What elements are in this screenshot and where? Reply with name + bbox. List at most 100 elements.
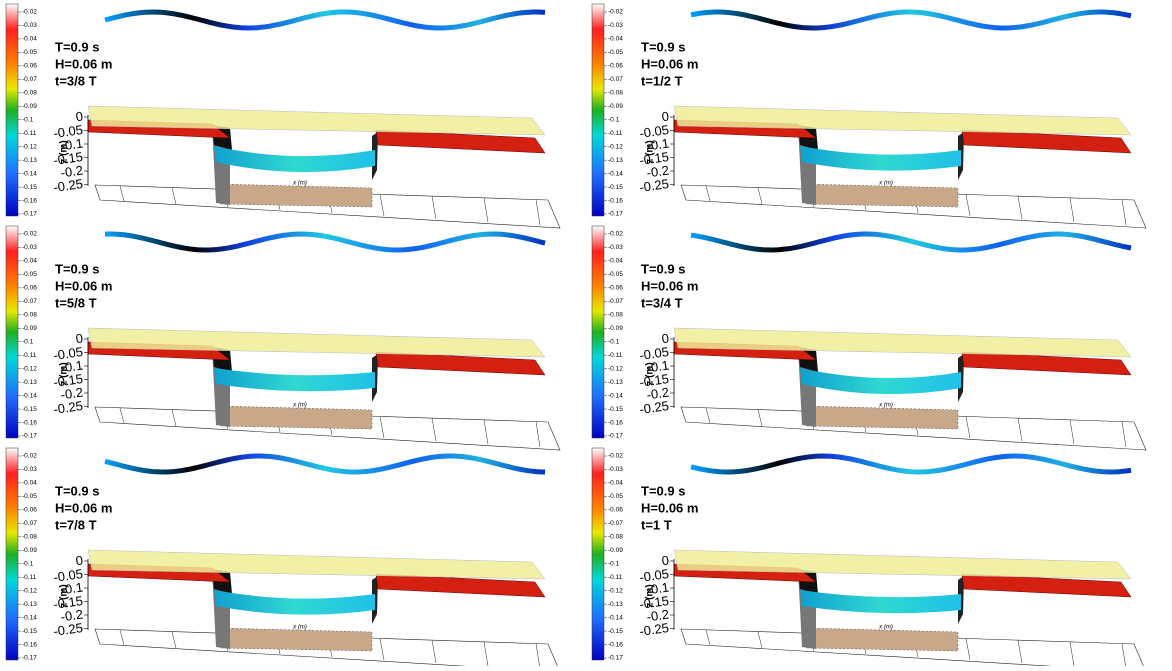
z-tick-label: -0.05 bbox=[638, 122, 669, 141]
ground bbox=[94, 628, 560, 671]
wave-profile bbox=[690, 453, 1132, 475]
colorbar-tick-label: -0.09 bbox=[608, 103, 623, 110]
grid-line bbox=[379, 638, 385, 661]
colorbar-tick-label: -0.05 bbox=[608, 271, 623, 278]
colorbar bbox=[5, 3, 19, 217]
colorbar-tick-label: -0.14 bbox=[22, 170, 37, 177]
grid-line bbox=[535, 643, 541, 670]
wave-profile bbox=[690, 231, 1132, 253]
trench-bottom bbox=[805, 183, 959, 208]
colorbar-tick-label: -0.08 bbox=[22, 312, 37, 319]
info-text: T=0.9 s bbox=[641, 483, 685, 498]
ground bbox=[94, 184, 561, 229]
colorbar-tick-label: -0.13 bbox=[608, 601, 623, 608]
colorbar-tick-label: -0.15 bbox=[608, 406, 623, 413]
right-slab bbox=[375, 129, 546, 154]
grid-line bbox=[171, 409, 177, 427]
ground bbox=[94, 406, 561, 451]
z-tick-label: -0.05 bbox=[638, 566, 669, 585]
z-tick-label: -0.15 bbox=[52, 149, 83, 168]
grid-line bbox=[483, 197, 489, 223]
colorbar-tick-label: -0.03 bbox=[22, 466, 37, 473]
colorbar-tick-label: -0.1 bbox=[608, 116, 620, 123]
colorbar-tick-label: -0.13 bbox=[22, 379, 37, 386]
z-tick-label: -0.1 bbox=[646, 580, 670, 598]
colorbar-tick-label: -0.17 bbox=[608, 433, 623, 440]
colorbar bbox=[5, 447, 19, 661]
panel: -0.02 -0.03 -0.04 -0.05 -0.06 -0.07 -0.08 -0.09… bbox=[591, 225, 1147, 451]
ground bbox=[680, 628, 1146, 671]
colorbar-tick-label: -0.04 bbox=[608, 36, 623, 43]
colorbar-tick-label: -0.12 bbox=[22, 143, 37, 150]
water-surface bbox=[214, 146, 375, 173]
z-tick-label: -0.25 bbox=[52, 398, 83, 417]
wave-profile bbox=[104, 453, 546, 475]
grid-line bbox=[535, 199, 541, 226]
grid-line bbox=[535, 421, 541, 448]
z-tick-label: 0 bbox=[75, 109, 84, 125]
grid-line bbox=[483, 419, 489, 445]
z-axis-label: z (m) bbox=[59, 584, 70, 607]
grid-line bbox=[705, 185, 711, 202]
water-surface bbox=[800, 368, 961, 395]
panel: -0.02 -0.03 -0.04 -0.05 -0.06 -0.07 -0.08 -0.09… bbox=[5, 3, 561, 229]
z-tick-label: -0.05 bbox=[52, 122, 83, 141]
colorbar bbox=[591, 3, 605, 217]
grid-line bbox=[119, 629, 125, 646]
info-text: T=0.9 s bbox=[641, 261, 685, 276]
colorbar-tick-label: -0.04 bbox=[608, 480, 623, 487]
z-axis-label: z (m) bbox=[59, 362, 70, 385]
z-tick-label: 0 bbox=[661, 553, 670, 569]
colorbar-tick-label: -0.16 bbox=[608, 197, 623, 204]
ground bbox=[680, 184, 1147, 229]
z-tick-label: -0.1 bbox=[60, 580, 84, 598]
colorbar-tick-label: -0.02 bbox=[22, 231, 37, 238]
colorbar bbox=[5, 225, 19, 439]
z-tick-label: -0.1 bbox=[60, 358, 84, 376]
grid-line bbox=[705, 629, 711, 646]
colorbar-tick-label: -0.09 bbox=[608, 547, 623, 554]
x-axis-label: x (m) bbox=[878, 625, 893, 631]
colorbar-tick-label: -0.13 bbox=[608, 157, 623, 164]
water-plane bbox=[673, 327, 1132, 358]
colorbar-tick-label: -0.04 bbox=[608, 258, 623, 265]
z-tick-label: 0 bbox=[75, 331, 84, 347]
z-tick-label: -0.25 bbox=[638, 620, 669, 639]
colorbar-tick-label: -0.03 bbox=[22, 22, 37, 29]
x-axis-label: x (m) bbox=[292, 181, 307, 187]
z-tick-label: -0.15 bbox=[638, 149, 669, 168]
grid-line bbox=[1121, 643, 1127, 670]
colorbar-tick-label: -0.05 bbox=[608, 49, 623, 56]
colorbar-tick-label: -0.14 bbox=[608, 392, 623, 399]
z-tick-label: -0.2 bbox=[60, 385, 84, 403]
colorbar-tick-label: -0.1 bbox=[22, 116, 34, 123]
trench-bottom bbox=[805, 627, 959, 652]
z-tick-label: -0.25 bbox=[52, 176, 83, 195]
x-axis-label: x (m) bbox=[292, 403, 307, 409]
water-plane bbox=[673, 105, 1132, 136]
grid-line bbox=[379, 194, 385, 217]
colorbar-tick-label: -0.07 bbox=[608, 298, 623, 305]
colorbar-tick-label: -0.07 bbox=[22, 298, 37, 305]
info-text: H=0.06 m bbox=[55, 56, 112, 71]
colorbar-tick-label: -0.07 bbox=[608, 520, 623, 527]
z-tick-label: -0.25 bbox=[52, 620, 83, 639]
z-tick-label: -0.2 bbox=[646, 607, 670, 625]
colorbar-tick-label: -0.02 bbox=[22, 9, 37, 16]
info-text: T=0.9 s bbox=[55, 261, 99, 276]
colorbar-tick-label: -0.17 bbox=[22, 433, 37, 440]
colorbar-tick-label: -0.06 bbox=[22, 507, 37, 514]
colorbar-tick-label: -0.15 bbox=[608, 628, 623, 635]
colorbar-tick-label: -0.02 bbox=[22, 453, 37, 460]
colorbar-tick-label: -0.15 bbox=[22, 184, 37, 191]
colorbar-tick-label: -0.11 bbox=[608, 352, 623, 359]
colorbar-tick-label: -0.16 bbox=[22, 197, 37, 204]
z-tick-label: -0.05 bbox=[52, 344, 83, 363]
colorbar-tick-label: -0.14 bbox=[608, 614, 623, 621]
colorbar-tick-label: -0.12 bbox=[22, 587, 37, 594]
z-tick-label: -0.15 bbox=[52, 371, 83, 390]
colorbar-tick-label: -0.03 bbox=[608, 22, 623, 29]
colorbar-tick-label: -0.12 bbox=[608, 143, 623, 150]
z-tick-label: -0.25 bbox=[638, 176, 669, 195]
colorbar-tick-label: -0.05 bbox=[22, 271, 37, 278]
